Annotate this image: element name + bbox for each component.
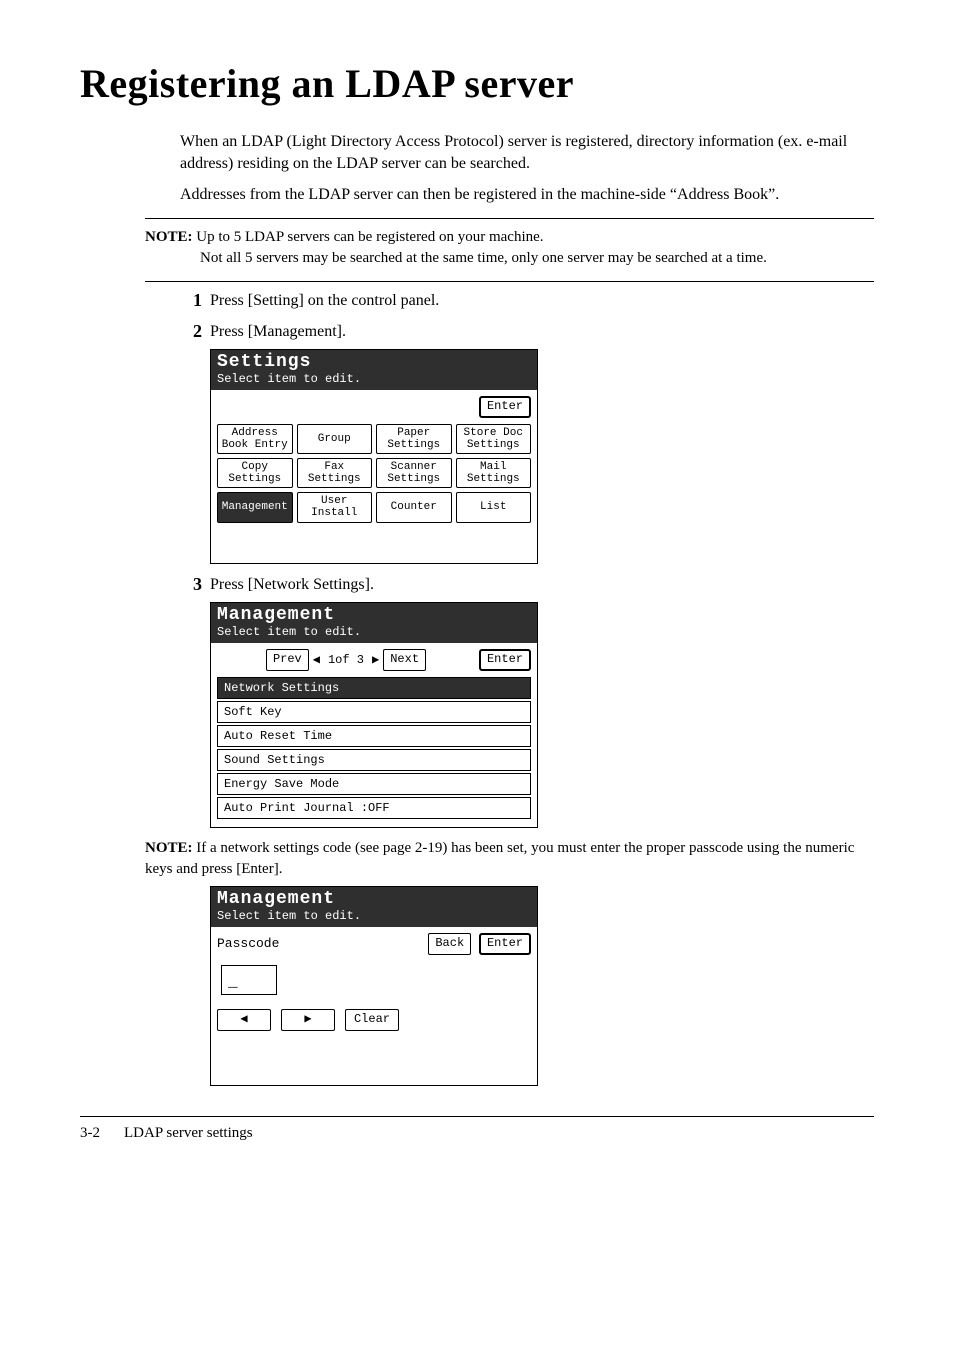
lcd-subtitle: Select item to edit.: [217, 372, 531, 386]
next-button[interactable]: Next: [383, 649, 426, 671]
lcd-subtitle: Select item to edit.: [217, 909, 531, 923]
note-block-1: NOTE: Up to 5 LDAP servers can be regist…: [145, 227, 874, 269]
page-indicator: 1of 3: [324, 653, 368, 667]
note-text-line2: Not all 5 servers may be searched at the…: [200, 248, 874, 269]
settings-grid-cell[interactable]: AddressBook Entry: [217, 424, 293, 454]
cursor-right-button[interactable]: ▶: [281, 1009, 335, 1031]
left-arrow-icon: ◀: [313, 652, 320, 667]
settings-grid-cell[interactable]: Group: [297, 424, 373, 454]
settings-grid-cell[interactable]: MailSettings: [456, 458, 532, 488]
enter-button[interactable]: Enter: [479, 933, 531, 955]
note-text-line1: Up to 5 LDAP servers can be registered o…: [196, 229, 543, 245]
footer-section-title: LDAP server settings: [124, 1125, 253, 1142]
lcd-title: Management: [217, 605, 531, 625]
footer-page-number: 3-2: [80, 1125, 100, 1142]
note-block-2: NOTE: If a network settings code (see pa…: [145, 838, 874, 880]
management-list-row[interactable]: Energy Save Mode: [217, 773, 531, 795]
lcd-title: Management: [217, 889, 531, 909]
note-label: NOTE:: [145, 840, 193, 856]
passcode-label: Passcode: [217, 936, 279, 951]
lcd-subtitle: Select item to edit.: [217, 625, 531, 639]
intro-paragraph-1: When an LDAP (Light Directory Access Pro…: [180, 131, 874, 176]
divider: [145, 218, 874, 219]
passcode-input[interactable]: _: [221, 965, 277, 995]
step-text: Press [Setting] on the control panel.: [210, 290, 439, 312]
step-number: 1: [180, 290, 202, 311]
management-list-row[interactable]: Network Settings: [217, 677, 531, 699]
lcd-passcode-screen: Management Select item to edit. Passcode…: [210, 886, 538, 1086]
divider: [145, 281, 874, 282]
lcd-title: Settings: [217, 352, 531, 372]
settings-grid-cell[interactable]: List: [456, 492, 532, 522]
prev-button[interactable]: Prev: [266, 649, 309, 671]
settings-grid: AddressBook EntryGroupPaperSettingsStore…: [217, 424, 531, 523]
right-arrow-icon: ▶: [372, 652, 379, 667]
enter-button[interactable]: Enter: [479, 396, 531, 418]
settings-grid-cell[interactable]: Management: [217, 492, 293, 522]
settings-grid-cell[interactable]: UserInstall: [297, 492, 373, 522]
pager: Prev ◀ 1of 3 ▶ Next: [266, 649, 426, 671]
step-number: 3: [180, 574, 202, 595]
page-title: Registering an LDAP server: [80, 60, 874, 107]
back-button[interactable]: Back: [428, 933, 471, 955]
settings-grid-cell[interactable]: Store DocSettings: [456, 424, 532, 454]
lcd-management-screen: Management Select item to edit. Prev ◀ 1…: [210, 602, 538, 828]
settings-grid-cell[interactable]: PaperSettings: [376, 424, 452, 454]
management-list-row[interactable]: Auto Print Journal :OFF: [217, 797, 531, 819]
note-text: If a network settings code (see page 2-1…: [145, 840, 854, 877]
cursor-left-button[interactable]: ◀: [217, 1009, 271, 1031]
page-footer: 3-2 LDAP server settings: [80, 1116, 874, 1142]
management-list-row[interactable]: Auto Reset Time: [217, 725, 531, 747]
note-label: NOTE:: [145, 229, 193, 245]
management-list-row[interactable]: Soft Key: [217, 701, 531, 723]
intro-paragraph-2: Addresses from the LDAP server can then …: [180, 184, 874, 206]
step-3: 3 Press [Network Settings].: [180, 574, 874, 596]
settings-grid-cell[interactable]: Counter: [376, 492, 452, 522]
enter-button[interactable]: Enter: [479, 649, 531, 671]
step-number: 2: [180, 321, 202, 342]
step-2: 2 Press [Management].: [180, 321, 874, 343]
settings-grid-cell[interactable]: ScannerSettings: [376, 458, 452, 488]
step-1: 1 Press [Setting] on the control panel.: [180, 290, 874, 312]
settings-grid-cell[interactable]: FaxSettings: [297, 458, 373, 488]
step-text: Press [Network Settings].: [210, 574, 374, 596]
settings-grid-cell[interactable]: CopySettings: [217, 458, 293, 488]
management-list-row[interactable]: Sound Settings: [217, 749, 531, 771]
lcd-settings-screen: Settings Select item to edit. Enter Addr…: [210, 349, 538, 564]
clear-button[interactable]: Clear: [345, 1009, 399, 1031]
step-text: Press [Management].: [210, 321, 346, 343]
